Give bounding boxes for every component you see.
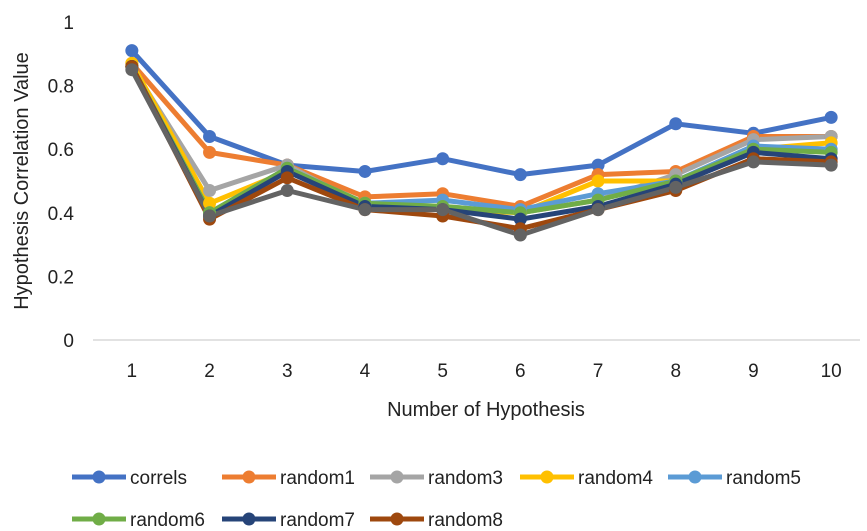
y-tick-label: 0.8: [48, 77, 74, 98]
legend-item-random5: random5: [668, 468, 801, 489]
legend-swatch-marker: [242, 470, 256, 484]
legend-item-random3: random3: [370, 468, 503, 489]
legend-label: random1: [280, 468, 355, 489]
x-tick-label: 10: [821, 361, 842, 382]
series-line-random7: [129, 64, 834, 222]
legend-label: random4: [578, 468, 653, 489]
x-tick-label: 3: [282, 361, 293, 382]
legend-swatch-marker: [390, 470, 404, 484]
x-tick-label: 2: [204, 361, 215, 382]
y-axis-title: Hypothesis Correlation Value: [11, 52, 33, 310]
data-point-random9: [513, 228, 527, 242]
data-point-random9: [436, 203, 450, 217]
legend-swatch-marker: [390, 512, 404, 526]
legend-label: correls: [130, 468, 187, 489]
data-point-random9: [591, 203, 605, 217]
data-point-random9: [824, 158, 838, 172]
x-axis-title: Number of Hypothesis: [387, 399, 585, 421]
legend: correls random1 random3 random4 random5 rando…: [72, 468, 801, 531]
legend-label: random5: [726, 468, 801, 489]
series-line-correls: [129, 48, 834, 178]
x-tick-label: 4: [360, 361, 371, 382]
data-point-correls: [669, 117, 683, 131]
data-point-correls: [591, 158, 605, 172]
data-point-random9: [125, 63, 139, 77]
y-tick-label: 1: [63, 13, 74, 34]
y-axis-ticks: 0 0.2 0.4 0.6 0.8 1: [48, 13, 75, 352]
data-point-random9: [358, 203, 372, 217]
legend-label: random8: [428, 510, 503, 531]
legend-item-random4: random4: [520, 468, 653, 489]
legend-item-random8: random8: [370, 510, 503, 531]
data-point-random1: [203, 145, 217, 159]
data-point-random9: [746, 155, 760, 169]
x-tick-label: 5: [437, 361, 448, 382]
data-point-random3: [203, 184, 217, 198]
y-tick-label: 0.2: [48, 267, 74, 288]
series-line-random1: [129, 60, 834, 209]
legend-label: random3: [428, 468, 503, 489]
x-tick-label: 1: [127, 361, 138, 382]
data-point-random9: [203, 209, 217, 223]
legend-item-random6: random6: [72, 510, 205, 531]
x-tick-label: 6: [515, 361, 526, 382]
data-point-random8: [280, 171, 294, 185]
data-point-correls: [436, 152, 450, 166]
legend-item-random7: random7: [222, 510, 355, 531]
legend-swatch-marker: [540, 470, 554, 484]
x-axis-ticks: 1 2 3 4 5 6 7 8 9 10: [127, 361, 842, 382]
legend-item-correls: correls: [72, 468, 187, 489]
legend-label: random7: [280, 510, 355, 531]
data-point-random9: [280, 184, 294, 198]
legend-swatch-marker: [92, 470, 106, 484]
legend-item-random1: random1: [222, 468, 355, 489]
legend-label: random6: [130, 510, 205, 531]
legend-swatch-marker: [242, 512, 256, 526]
legend-swatch-marker: [92, 512, 106, 526]
x-tick-label: 8: [670, 361, 681, 382]
data-point-correls: [358, 164, 372, 178]
data-point-correls: [513, 168, 527, 182]
series-line-random9: [129, 67, 834, 238]
series-lines: [129, 48, 834, 238]
data-point-correls: [125, 44, 139, 58]
x-tick-label: 9: [748, 361, 759, 382]
data-point-random9: [669, 180, 683, 194]
y-tick-label: 0: [63, 331, 74, 352]
y-tick-label: 0.4: [48, 204, 75, 225]
data-point-correls: [824, 110, 838, 124]
y-tick-label: 0.6: [48, 140, 74, 161]
legend-swatch-marker: [688, 470, 702, 484]
series-line-random4: [129, 60, 834, 216]
data-point-random4: [203, 196, 217, 210]
data-point-random7: [513, 212, 527, 226]
x-tick-label: 7: [593, 361, 604, 382]
series-line-random6: [129, 64, 834, 216]
data-point-correls: [203, 129, 217, 143]
data-point-random4: [591, 174, 605, 188]
series-points: [125, 44, 838, 242]
